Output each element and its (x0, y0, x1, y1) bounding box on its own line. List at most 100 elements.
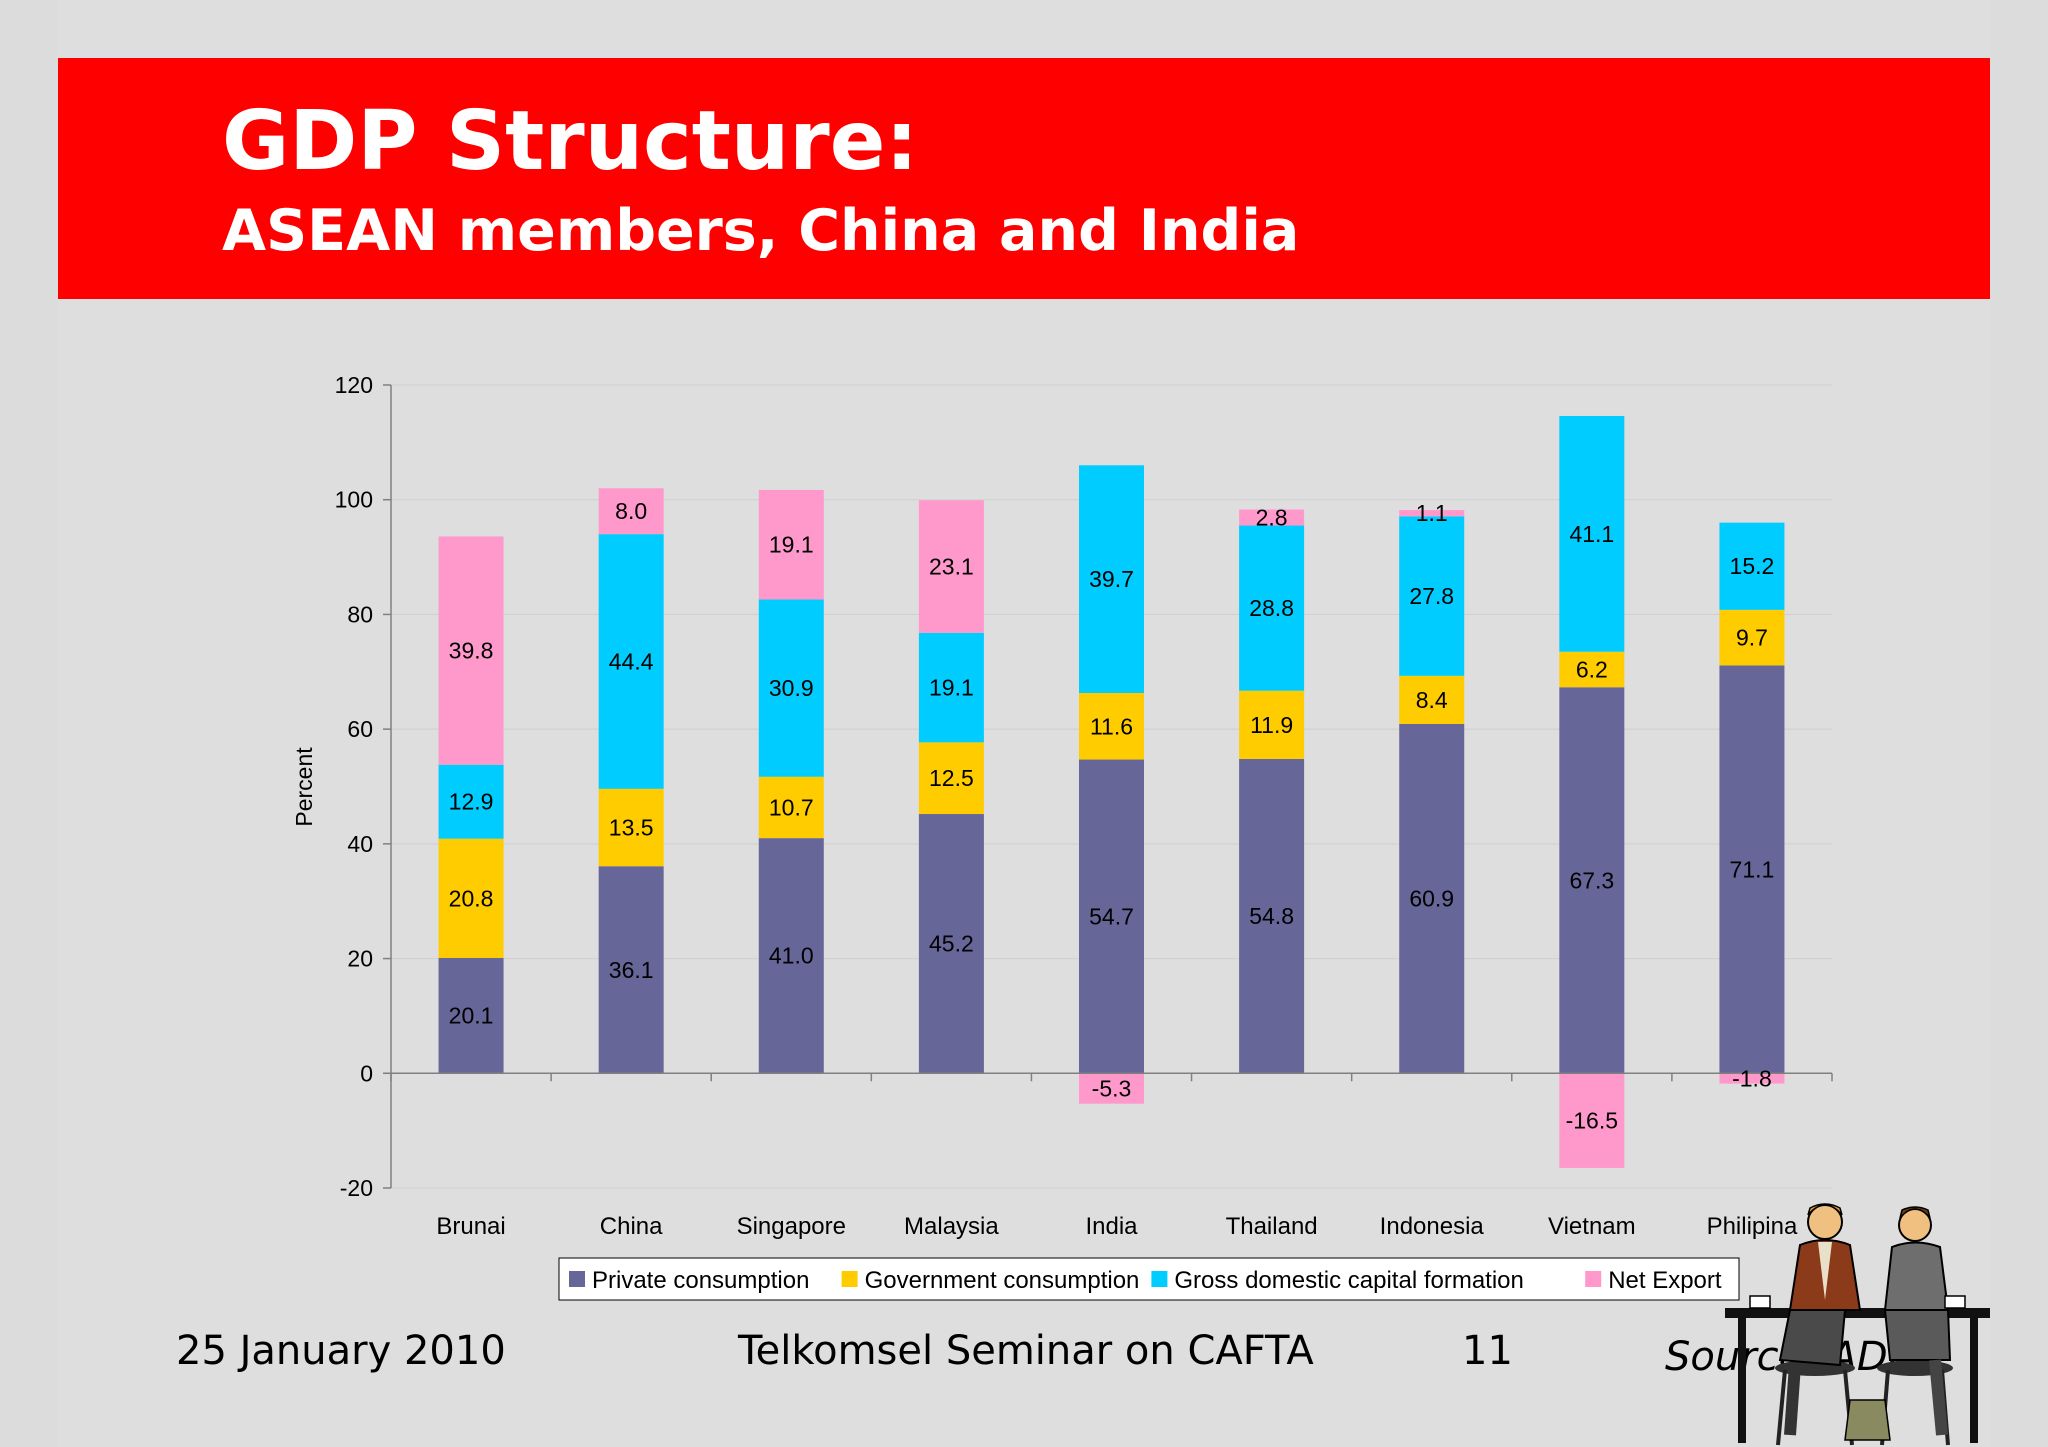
y-axis-title: Percent (291, 747, 317, 827)
y-tick-label: 120 (335, 372, 373, 398)
bar-segment (1719, 1073, 1785, 1084)
data-label: 41.0 (769, 943, 814, 969)
y-tick-label: 20 (347, 946, 373, 972)
bar-segment (1559, 415, 1625, 652)
title-banner (58, 58, 1990, 299)
bar-segment (918, 632, 984, 743)
bar-segment (598, 788, 664, 867)
bar-segment (1239, 758, 1305, 1074)
data-label: 12.5 (929, 765, 974, 791)
category-label: Thailand (1226, 1213, 1318, 1240)
category-label: Malaysia (904, 1213, 999, 1240)
data-label: 8.4 (1416, 687, 1448, 713)
y-tick-label: 80 (347, 601, 373, 627)
y-tick-label: -20 (340, 1175, 373, 1201)
bar-segment (918, 814, 984, 1074)
data-label: 6.2 (1576, 656, 1608, 682)
bar-segment (438, 838, 504, 958)
data-label: 39.8 (449, 638, 494, 664)
bar-segment (1559, 1073, 1625, 1168)
y-tick-label: 100 (335, 487, 373, 513)
bar-segment (438, 764, 504, 839)
data-label: 11.6 (1090, 713, 1133, 739)
data-label: 41.1 (1569, 521, 1614, 547)
footer-date: 25 January 2010 (176, 1328, 506, 1374)
legend: Private consumption Government consumptio… (558, 1257, 1740, 1301)
data-label: 8.0 (615, 498, 647, 524)
legend-swatch (841, 1271, 858, 1287)
bar-segment (438, 957, 504, 1074)
bar-segment (1079, 759, 1144, 1074)
data-label: 11.9 (1250, 712, 1293, 738)
cafe-people-clipart (1725, 1203, 1990, 1446)
data-label: 67.3 (1569, 867, 1614, 893)
category-label: Vietnam (1548, 1213, 1636, 1240)
category-label: India (1085, 1213, 1138, 1240)
bar-segment (1559, 687, 1625, 1074)
bar-segment (758, 489, 824, 600)
bar-segment (1399, 510, 1465, 517)
bar-segment (1399, 516, 1465, 676)
data-label: 45.2 (929, 931, 974, 957)
data-label: 20.8 (449, 885, 494, 911)
data-label: 44.4 (609, 648, 654, 674)
slide-subtitle: ASEAN members, China and India (222, 198, 1300, 264)
legend-label: Government consumption (865, 1267, 1140, 1294)
data-label: -1.8 (1732, 1065, 1772, 1091)
legend-swatch (569, 1271, 585, 1287)
axes: -20 0 20 40 60 80 100 120 Brunai China Singapore Ma… (335, 372, 1833, 1240)
data-label: 20.1 (449, 1003, 494, 1029)
bar-segment (1239, 525, 1305, 691)
bar-segment (1079, 465, 1144, 694)
y-tick-label: 60 (347, 716, 373, 742)
bar-segment (1719, 522, 1785, 610)
bar-segment (1079, 693, 1144, 760)
bars (438, 415, 1785, 1168)
y-tick-label: 40 (347, 831, 373, 857)
bar-segment (758, 599, 824, 777)
slide-title: GDP Structure: (222, 94, 919, 189)
bar-segment (1719, 609, 1785, 666)
bar-segment (1239, 509, 1305, 526)
category-label: Indonesia (1380, 1213, 1485, 1240)
data-label: 71.1 (1730, 856, 1775, 882)
bar-segment (598, 488, 664, 535)
data-label: 39.7 (1089, 566, 1134, 592)
data-label: 13.5 (609, 815, 654, 841)
bar-segment (1239, 690, 1305, 759)
bar-segment (758, 838, 824, 1074)
data-label: 54.7 (1089, 903, 1134, 929)
bar-segment (598, 534, 664, 789)
bar-segment (1399, 675, 1465, 724)
legend-swatch (1585, 1271, 1602, 1287)
data-label: -5.3 (1092, 1075, 1132, 1101)
data-label: 28.8 (1249, 595, 1294, 621)
legend-label: Net Export (1608, 1267, 1722, 1294)
legend-swatch (1151, 1271, 1168, 1287)
data-label: 1.1 (1416, 500, 1448, 526)
y-tick-label: 0 (360, 1060, 373, 1086)
bar-segment (1559, 651, 1625, 688)
bar-segment (918, 500, 984, 633)
data-label: 19.1 (769, 532, 814, 558)
page-number: 11 (1462, 1328, 1513, 1374)
data-label: 54.8 (1249, 903, 1294, 929)
bar-segment (1719, 665, 1785, 1074)
footer-title: Telkomsel Seminar on CAFTA (738, 1328, 1314, 1374)
data-label: 9.7 (1736, 625, 1768, 651)
legend-label: Gross domestic capital formation (1174, 1267, 1523, 1294)
data-label: 36.1 (609, 957, 654, 983)
bar-segment (918, 742, 984, 815)
data-label: 15.2 (1730, 553, 1775, 579)
data-label: 19.1 (929, 675, 974, 701)
data-label: 2.8 (1256, 504, 1288, 530)
data-label: 12.9 (449, 789, 494, 815)
legend-label: Private consumption (592, 1267, 809, 1294)
bar-segment (598, 866, 664, 1074)
data-label: -16.5 (1566, 1108, 1618, 1134)
data-label: 27.8 (1409, 583, 1454, 609)
bar-segment (1399, 723, 1465, 1074)
legend-box (558, 1257, 1740, 1301)
data-label: 10.7 (769, 794, 814, 820)
